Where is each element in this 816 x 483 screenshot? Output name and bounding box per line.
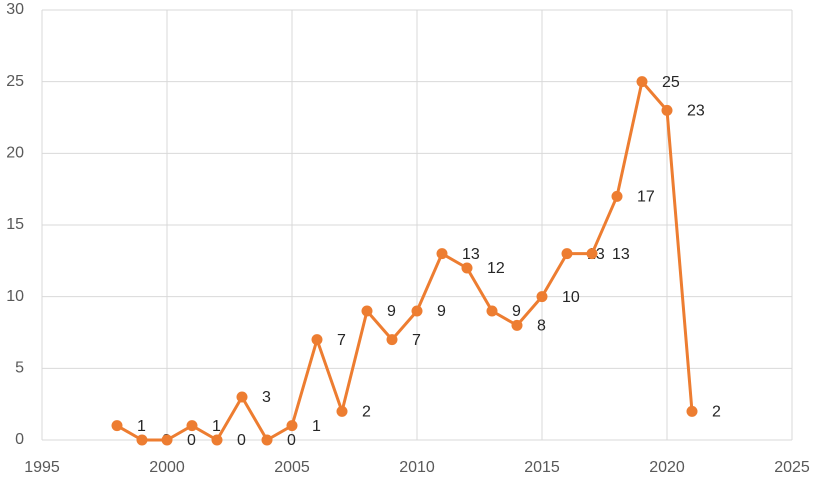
y-tick-label: 30	[6, 1, 24, 18]
data-label: 23	[687, 103, 705, 120]
data-point	[436, 248, 448, 260]
data-point	[611, 190, 623, 202]
data-label: 1	[137, 418, 146, 435]
data-point	[511, 319, 523, 331]
y-tick-label: 0	[15, 431, 24, 448]
data-point	[586, 248, 598, 260]
data-label: 17	[637, 189, 655, 206]
data-label: 9	[512, 303, 521, 320]
data-label: 12	[487, 260, 505, 277]
data-point	[161, 434, 173, 446]
data-label: 7	[337, 332, 346, 349]
data-label: 3	[262, 389, 271, 406]
data-point	[236, 391, 248, 403]
y-tick-label: 20	[6, 145, 24, 162]
x-tick-label: 1995	[24, 459, 60, 476]
data-label: 25	[662, 74, 680, 91]
data-label: 2	[712, 404, 721, 421]
data-label: 0	[237, 432, 246, 449]
data-label: 13	[462, 246, 480, 263]
x-tick-label: 2025	[774, 459, 810, 476]
data-point	[361, 305, 373, 317]
data-label: 1	[212, 418, 221, 435]
y-tick-label: 10	[6, 288, 24, 305]
data-point	[211, 434, 223, 446]
data-point	[386, 334, 398, 346]
x-tick-label: 2005	[274, 459, 310, 476]
data-label: 7	[412, 332, 421, 349]
data-label: 9	[437, 303, 446, 320]
x-tick-label: 2015	[524, 459, 560, 476]
data-point	[636, 76, 648, 88]
data-point	[536, 291, 548, 303]
data-point	[111, 420, 123, 432]
data-point	[136, 434, 148, 446]
data-point	[286, 420, 298, 432]
data-point	[411, 305, 423, 317]
data-label: 0	[287, 432, 296, 449]
x-tick-label: 2020	[649, 459, 685, 476]
data-point	[186, 420, 198, 432]
data-point	[486, 305, 498, 317]
data-label: 0	[187, 432, 196, 449]
data-label: 9	[387, 303, 396, 320]
data-point	[336, 405, 348, 417]
y-tick-label: 5	[15, 360, 24, 377]
y-tick-label: 15	[6, 216, 24, 233]
data-point	[461, 262, 473, 274]
data-point	[561, 248, 573, 260]
data-point	[686, 405, 698, 417]
data-label: 2	[362, 404, 371, 421]
x-tick-label: 2010	[399, 459, 435, 476]
data-label: 8	[537, 318, 546, 335]
y-tick-label: 25	[6, 73, 24, 90]
data-point	[261, 434, 273, 446]
series-line	[116, 80, 694, 442]
data-label: 1	[312, 418, 321, 435]
data-label: 10	[562, 289, 580, 306]
data-label: 13	[612, 246, 630, 263]
x-tick-label: 2000	[149, 459, 185, 476]
data-point	[661, 104, 673, 116]
data-point	[311, 334, 323, 346]
